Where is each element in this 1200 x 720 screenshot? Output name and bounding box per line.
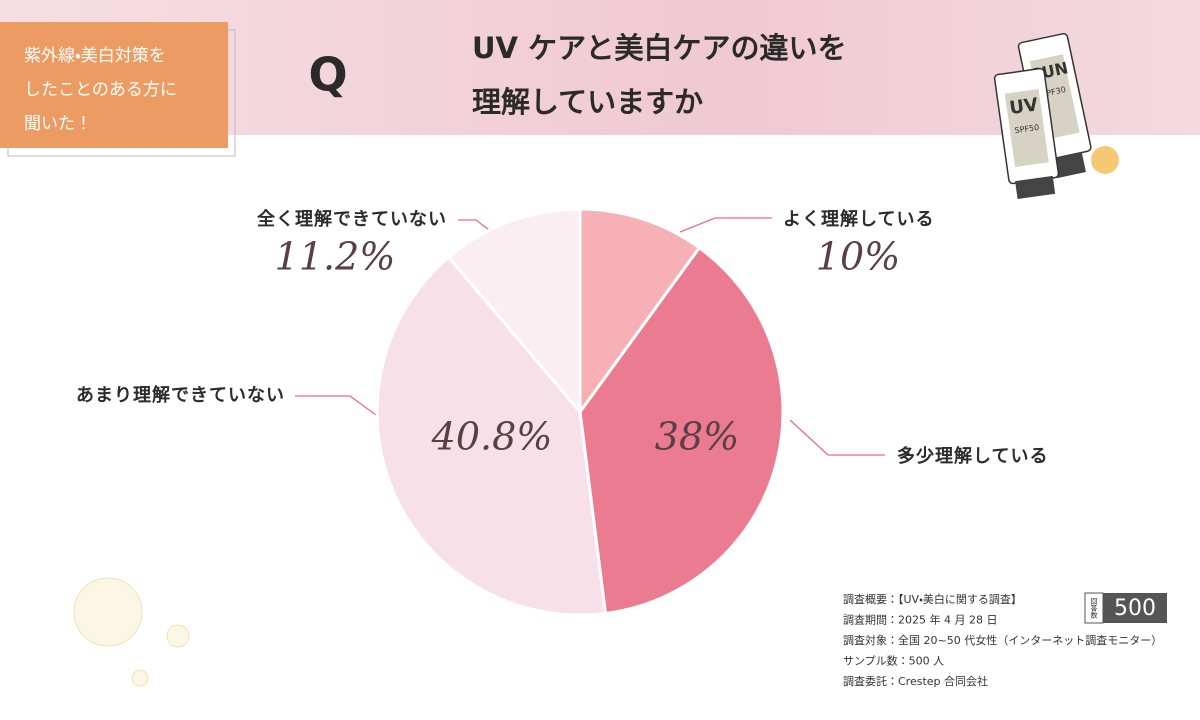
survey-note: 調査対象：全国 20~50 代女性（インターネット調査モニター）: [843, 633, 1162, 647]
survey-note: 調査概要：【UV・美白に関する調査】: [843, 592, 1022, 606]
pie-slice: [578, 207, 702, 417]
value-label: 38%: [655, 415, 739, 459]
category-label: 多少理解している: [897, 445, 1048, 467]
survey-note: サンプル数：500 人: [843, 655, 944, 668]
count-box: [1103, 593, 1167, 623]
title-line: 理解していますか: [472, 85, 703, 119]
tube-text: UV: [1008, 94, 1039, 119]
badge: [0, 22, 228, 148]
q-mark: Q: [308, 48, 347, 102]
title-line: UV ケアと美白ケアの違いを: [472, 31, 847, 65]
category-label: あまり理解できていない: [76, 384, 285, 406]
tubes: SUN SPF30 UV SPF50: [993, 32, 1119, 200]
value-label: 40.8%: [431, 415, 553, 459]
category-label: よく理解している: [783, 208, 934, 230]
value-label: 11.2%: [275, 235, 396, 279]
survey-note: 調査期間：2025 年 4 月 28 日: [843, 613, 997, 627]
badge-line: したことのある方に: [24, 80, 177, 100]
tube-text: SPF50: [1014, 123, 1040, 135]
pie-slice: [446, 207, 582, 417]
survey-note: 調査委託：Crestep 合同会社: [843, 674, 988, 688]
droplets: [73, 577, 190, 687]
pie-slice: [578, 245, 785, 616]
badge-line: 聞いた！: [24, 114, 92, 134]
badge-line: 紫外線・美白対策を: [24, 46, 166, 66]
value-label: 10%: [816, 235, 900, 279]
count: 500: [1114, 596, 1156, 621]
count-label: 回答数: [1090, 598, 1098, 620]
leader-lines: [295, 217, 885, 456]
category-label: 全く理解できていない: [257, 208, 447, 230]
pie-slice: [375, 255, 608, 617]
